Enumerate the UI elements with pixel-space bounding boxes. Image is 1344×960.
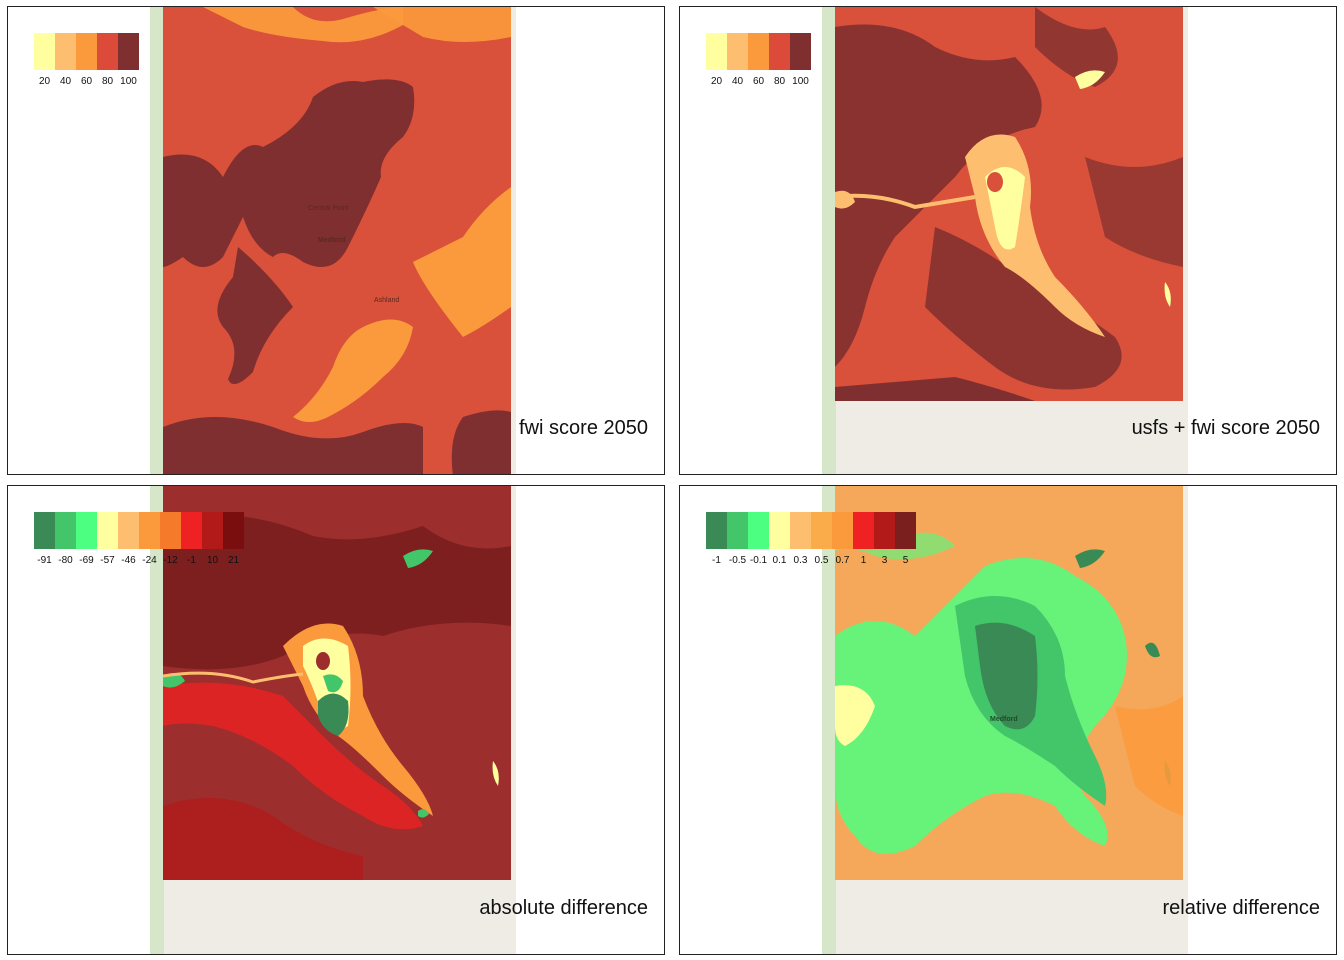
- legend-label: 60: [80, 76, 93, 87]
- legend-swatch: [769, 33, 790, 70]
- legend: 20 40 60 80 100: [706, 33, 811, 90]
- legend-label: -91: [37, 555, 52, 566]
- legend-label: 0.3: [793, 555, 808, 566]
- legend-label: -80: [58, 555, 73, 566]
- legend-swatch: [727, 512, 748, 549]
- legend-swatch: [118, 33, 139, 70]
- legend-swatch: [895, 512, 916, 549]
- legend-label: 1: [860, 555, 867, 566]
- legend-label: 0.7: [835, 555, 850, 566]
- legend-swatch: [34, 33, 55, 70]
- legend-label: 0.1: [772, 555, 787, 566]
- legend-swatch: [118, 512, 139, 549]
- legend-label: 5: [902, 555, 909, 566]
- map-panel-absolute-difference: -91 -80 -69 -57 -46 -24 -12 -1 10 21 absolute dif…: [7, 485, 665, 955]
- fwi-raster: [163, 7, 511, 474]
- legend-swatch: [202, 512, 223, 549]
- panel-title: fwi score 2050: [519, 417, 648, 439]
- legend-label: 21: [227, 555, 240, 566]
- legend-swatch: [790, 512, 811, 549]
- legend-swatches: [34, 512, 244, 549]
- legend-swatch: [97, 33, 118, 70]
- legend-label: -1: [187, 555, 196, 566]
- legend-swatch: [139, 512, 160, 549]
- legend-label: -0.1: [749, 555, 768, 566]
- legend-swatch: [706, 33, 727, 70]
- legend-swatches: [34, 33, 139, 70]
- legend-label: 60: [752, 76, 765, 87]
- legend-label: -69: [79, 555, 94, 566]
- legend-swatches: [706, 512, 916, 549]
- panel-title: usfs + fwi score 2050: [1131, 417, 1320, 439]
- legend-label: 10: [206, 555, 219, 566]
- usfs-fwi-raster: [835, 7, 1183, 401]
- legend-label: 100: [120, 76, 137, 87]
- legend-swatch: [811, 512, 832, 549]
- legend-swatch: [55, 33, 76, 70]
- legend-label: -24: [142, 555, 157, 566]
- legend-swatch: [97, 512, 118, 549]
- legend-swatch: [76, 512, 97, 549]
- town-label-ashland: Ashland: [374, 297, 400, 304]
- town-label-medford: Medford: [990, 716, 1018, 723]
- legend-label: -1: [712, 555, 721, 566]
- map-panel-relative-difference: Medford -1 -0.5 -0.1 0.1 0.3 0.5 0.7 1 3 5 relati…: [679, 485, 1337, 955]
- town-label-medford: Medford: [318, 237, 346, 244]
- legend: 20 40 60 80 100: [34, 33, 139, 90]
- legend-label: 0.5: [814, 555, 829, 566]
- legend-label: 100: [792, 76, 809, 87]
- legend-label: 80: [101, 76, 114, 87]
- legend-swatch: [223, 512, 244, 549]
- legend-label: -57: [100, 555, 115, 566]
- absolute-difference-raster: [163, 486, 511, 880]
- legend-swatch: [853, 512, 874, 549]
- panel-title: absolute difference: [479, 897, 648, 919]
- legend-label: 3: [881, 555, 888, 566]
- legend-label: 20: [710, 76, 723, 87]
- legend-label: 80: [773, 76, 786, 87]
- legend-swatch: [748, 512, 769, 549]
- legend-swatch: [769, 512, 790, 549]
- legend-swatch: [76, 33, 97, 70]
- legend-swatch: [160, 512, 181, 549]
- town-label-central-point: Central Point: [308, 205, 349, 212]
- panel-title: relative difference: [1162, 897, 1321, 919]
- legend: -1 -0.5 -0.1 0.1 0.3 0.5 0.7 1 3 5: [706, 512, 916, 569]
- legend-label: -46: [121, 555, 136, 566]
- legend-label: 40: [59, 76, 72, 87]
- legend-swatch: [55, 512, 76, 549]
- legend-label: 40: [731, 76, 744, 87]
- legend-swatch: [181, 512, 202, 549]
- legend: -91 -80 -69 -57 -46 -24 -12 -1 10 21: [34, 512, 244, 569]
- relative-difference-raster: [835, 486, 1183, 880]
- legend-swatch: [34, 512, 55, 549]
- legend-swatch: [748, 33, 769, 70]
- legend-swatch: [706, 512, 727, 549]
- map-panel-fwi: Central Point Medford Ashland 20 40 60 80 10…: [7, 6, 665, 475]
- legend-swatch: [832, 512, 853, 549]
- legend-label: 20: [38, 76, 51, 87]
- legend-swatch: [727, 33, 748, 70]
- legend-swatches: [706, 33, 811, 70]
- legend-label: -0.5: [728, 555, 747, 566]
- legend-swatch: [874, 512, 895, 549]
- legend-swatch: [790, 33, 811, 70]
- map-panel-usfs-fwi: 20 40 60 80 100 usfs + fwi score 2050: [679, 6, 1337, 475]
- legend-label: -12: [163, 555, 178, 566]
